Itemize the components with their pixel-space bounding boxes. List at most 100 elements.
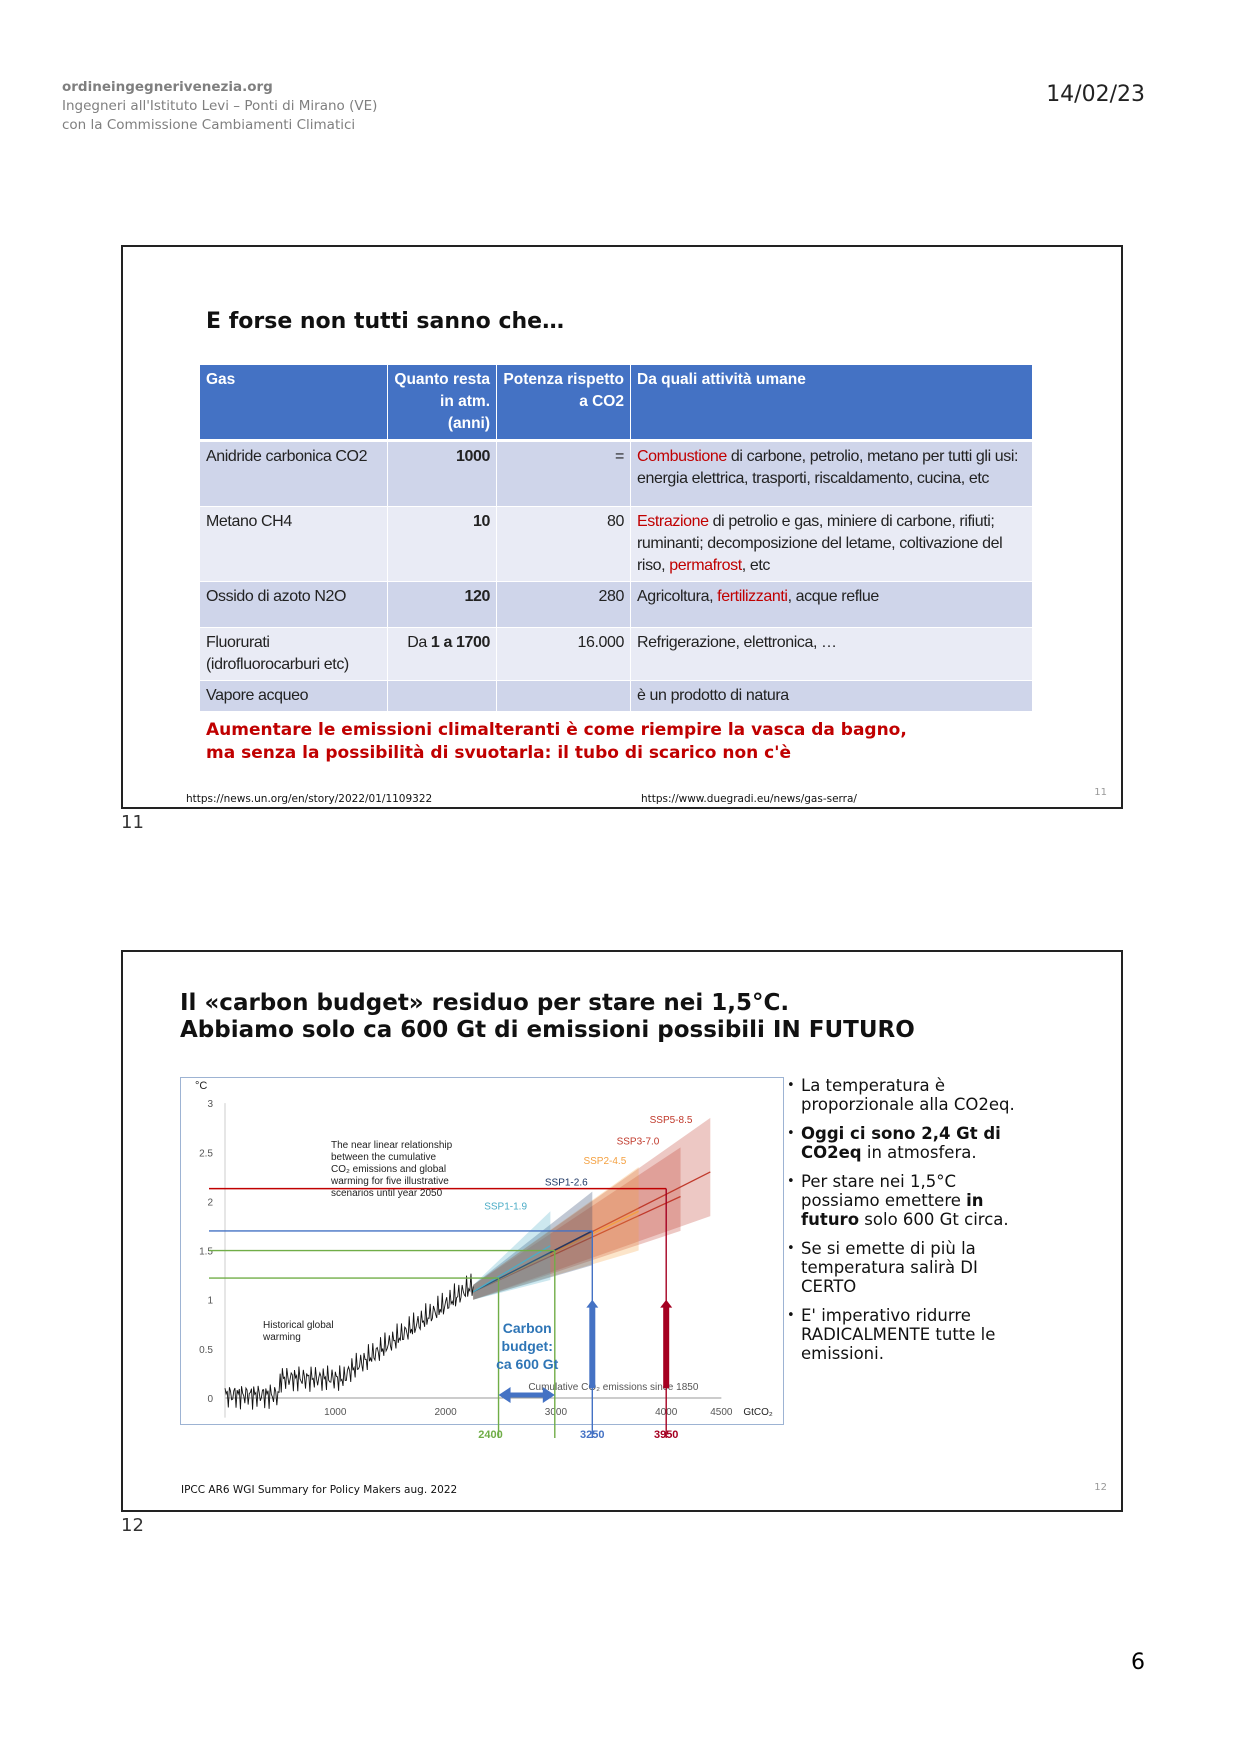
- bullet-list: La temperatura è proporzionale alla CO2e…: [787, 1076, 1031, 1373]
- highlight: fertilizzanti: [717, 588, 788, 605]
- page-header: ordineingegnerivenezia.org Ingegneri all…: [62, 78, 377, 135]
- text: Da: [407, 634, 431, 651]
- scenario-label: SSP1-1.9: [484, 1201, 527, 1212]
- cell-power: =: [496, 440, 631, 507]
- y-tick-label: 2: [207, 1197, 213, 1208]
- marker-label: 3250: [580, 1429, 604, 1441]
- x-tick-label: 4500: [710, 1407, 733, 1418]
- arrow-head: [586, 1299, 599, 1308]
- x-tick-label: 2000: [434, 1407, 457, 1418]
- arrow-head: [498, 1387, 511, 1404]
- y-axis-label: °C: [195, 1080, 207, 1092]
- y-tick-label: 3: [207, 1099, 213, 1110]
- cell-gas: Fluorurati (idrofluorocarburi etc): [199, 627, 388, 681]
- warning-line: ma senza la possibilità di svuotarla: il…: [206, 743, 791, 763]
- scenario-band: [473, 1147, 681, 1300]
- scenario-median-line: [472, 1245, 551, 1293]
- chart-svg: 00.511.522.5310002000300040004500GtCO₂°C…: [195, 1080, 773, 1441]
- marker-label: 3950: [654, 1429, 678, 1441]
- arrow-head: [542, 1387, 555, 1404]
- cell-activities: Refrigerazione, elettronica, …: [630, 627, 1033, 681]
- date: 14/02/23: [1046, 82, 1145, 107]
- annotation-text: scenarios until year 2050: [331, 1188, 443, 1199]
- bullet: E' imperativo ridurre RADICALMENTE tutte…: [787, 1306, 1031, 1363]
- x-axis-label: Cumulative CO₂ emissions since 1850: [528, 1382, 699, 1393]
- table-row: Anidride carbonica CO2 1000 = Combustion…: [199, 440, 1033, 507]
- carbon-budget-chart: 00.511.522.5310002000300040004500GtCO₂°C…: [180, 1077, 784, 1441]
- historical-line: [224, 1273, 474, 1410]
- cell-power: [496, 680, 631, 712]
- header-line3: con la Commissione Cambiamenti Climatici: [62, 117, 356, 133]
- highlight: Estrazione: [637, 513, 709, 530]
- historical-label: warming: [262, 1332, 301, 1343]
- cell-activities: Estrazione di petrolio e gas, miniere di…: [630, 506, 1033, 582]
- title-line: Abbiamo solo ca 600 Gt di emissioni poss…: [180, 1017, 915, 1043]
- col-activities: Da quali attività umane: [630, 364, 1033, 442]
- source-link[interactable]: https://news.un.org/en/story/2022/01/110…: [186, 793, 433, 805]
- bullet: Se si emette di più la temperatura salir…: [787, 1239, 1031, 1296]
- table-row: Vapore acqueo è un prodotto di natura: [199, 680, 1033, 712]
- cell-life: [387, 680, 497, 712]
- text: in futuro: [801, 1191, 984, 1229]
- highlight: permafrost: [669, 557, 742, 574]
- table-row: Ossido di azoto N2O 120 280 Agricoltura,…: [199, 581, 1033, 628]
- cell-gas: Anidride carbonica CO2: [199, 440, 388, 507]
- highlight: Combustione: [637, 448, 727, 465]
- text: , etc: [741, 557, 771, 574]
- annotation-text: between the cumulative: [331, 1152, 437, 1163]
- x-tick-label: 3000: [545, 1407, 568, 1418]
- cell-gas: Ossido di azoto N2O: [199, 581, 388, 628]
- table-row: Fluorurati (idrofluorocarburi etc) Da 1 …: [199, 627, 1033, 681]
- scenario-label: SSP5-8.5: [650, 1115, 693, 1126]
- slide-title: Il «carbon budget» residuo per stare nei…: [180, 990, 915, 1044]
- historical-label: Historical global: [263, 1320, 334, 1331]
- text: Se si emette di più la temperatura salir…: [801, 1239, 978, 1296]
- budget-label: budget:: [502, 1338, 553, 1354]
- warning-text: Aumentare le emissioni climalteranti è c…: [206, 719, 907, 765]
- annotation-text: warming for five illustrative: [330, 1176, 449, 1187]
- budget-label: ca 600 Gt: [496, 1356, 559, 1372]
- scenario-label: SSP1-2.6: [545, 1178, 588, 1189]
- arrow-shaft: [589, 1304, 596, 1389]
- text: Oggi ci sono 2,4 Gt di CO2eq: [801, 1124, 1001, 1162]
- marker-label: 2400: [478, 1429, 502, 1441]
- annotation-text: CO₂ emissions and global: [331, 1164, 446, 1175]
- cell-life: 10: [473, 513, 490, 530]
- y-tick-label: 2.5: [199, 1148, 213, 1159]
- col-power: Potenza rispetto a CO2: [496, 364, 631, 442]
- text: La temperatura è proporzionale alla CO2e…: [801, 1076, 1015, 1114]
- scenario-band: [473, 1117, 711, 1300]
- cell-life: Da 1 a 1700: [387, 627, 497, 681]
- x-unit: GtCO₂: [743, 1407, 773, 1418]
- source-text: IPCC AR6 WGI Summary for Policy Makers a…: [181, 1484, 458, 1496]
- col-life: Quanto resta in atm. (anni): [387, 364, 497, 442]
- cell-activities: è un prodotto di natura: [630, 680, 1033, 712]
- scenario-median-line: [472, 1230, 593, 1293]
- cell-activities: Combustione di carbone, petrolio, metano…: [630, 440, 1033, 507]
- slide-label: 12: [121, 1515, 144, 1536]
- bullet: La temperatura è proporzionale alla CO2e…: [787, 1076, 1031, 1114]
- text: , acque reflue: [787, 588, 880, 605]
- arrow-shaft: [663, 1304, 670, 1389]
- cell-life: 120: [464, 588, 491, 605]
- text: di petrolio e gas, miniere di carbone, r…: [637, 513, 1003, 574]
- gas-table: Gas Quanto resta in atm. (anni) Potenza …: [199, 364, 1033, 712]
- slide-number: 12: [1094, 1482, 1107, 1493]
- y-tick-label: 1: [207, 1296, 213, 1307]
- arrow-head: [660, 1299, 673, 1308]
- source-link[interactable]: https://www.duegradi.eu/news/gas-serra/: [641, 793, 857, 805]
- cell-power: 80: [496, 506, 631, 582]
- slide-title: E forse non tutti sanno che…: [206, 309, 565, 334]
- slide-11: E forse non tutti sanno che… Gas Quanto …: [121, 245, 1123, 809]
- org-name: ordineingegnerivenezia.org: [62, 79, 273, 95]
- y-tick-label: 0: [207, 1394, 213, 1405]
- table-header: Gas Quanto resta in atm. (anni) Potenza …: [199, 364, 1033, 442]
- col-gas: Gas: [199, 364, 388, 442]
- scenario-band: [473, 1211, 551, 1300]
- y-tick-label: 0.5: [199, 1345, 213, 1356]
- text: in atmosfera.: [861, 1143, 977, 1162]
- text: di carbone, petrolio, metano per tutti g…: [637, 448, 1019, 487]
- annotation-text: The near linear relationship: [331, 1140, 453, 1151]
- cell-power: 280: [496, 581, 631, 628]
